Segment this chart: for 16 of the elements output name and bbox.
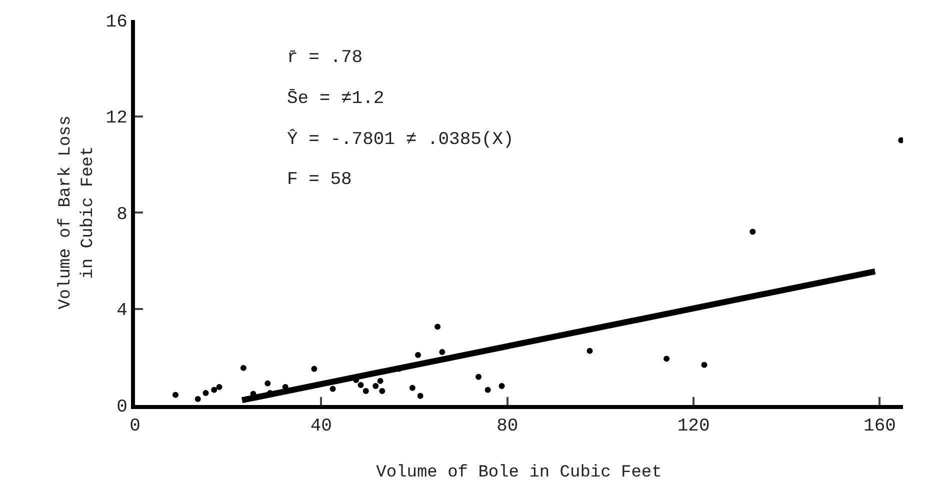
- annotation: F = 58: [287, 170, 352, 190]
- x-tick-label: 120: [677, 416, 710, 437]
- y-tick-label: 0: [116, 397, 128, 418]
- annotation: r̄ = .78: [287, 48, 363, 68]
- annotation: S̄e = ≠1.2: [287, 89, 384, 110]
- y-tick-label: 12: [106, 108, 128, 129]
- annotation: Ŷ = -.7801 ≠ .0385(X): [287, 129, 514, 150]
- y-tick-label: 4: [116, 301, 128, 322]
- y-tick-label: 8: [116, 204, 128, 225]
- y-tick-label: 16: [106, 12, 128, 32]
- x-tick-label: 160: [864, 416, 896, 437]
- x-tick-label: 0: [130, 416, 140, 437]
- x-tick-label: 40: [310, 416, 332, 437]
- y-axis-title: Volume of Bark Loss in Cubic Feet: [56, 116, 98, 310]
- x-tick-label: 80: [496, 416, 518, 437]
- x-axis-title: Volume of Bole in Cubic Feet: [376, 464, 662, 482]
